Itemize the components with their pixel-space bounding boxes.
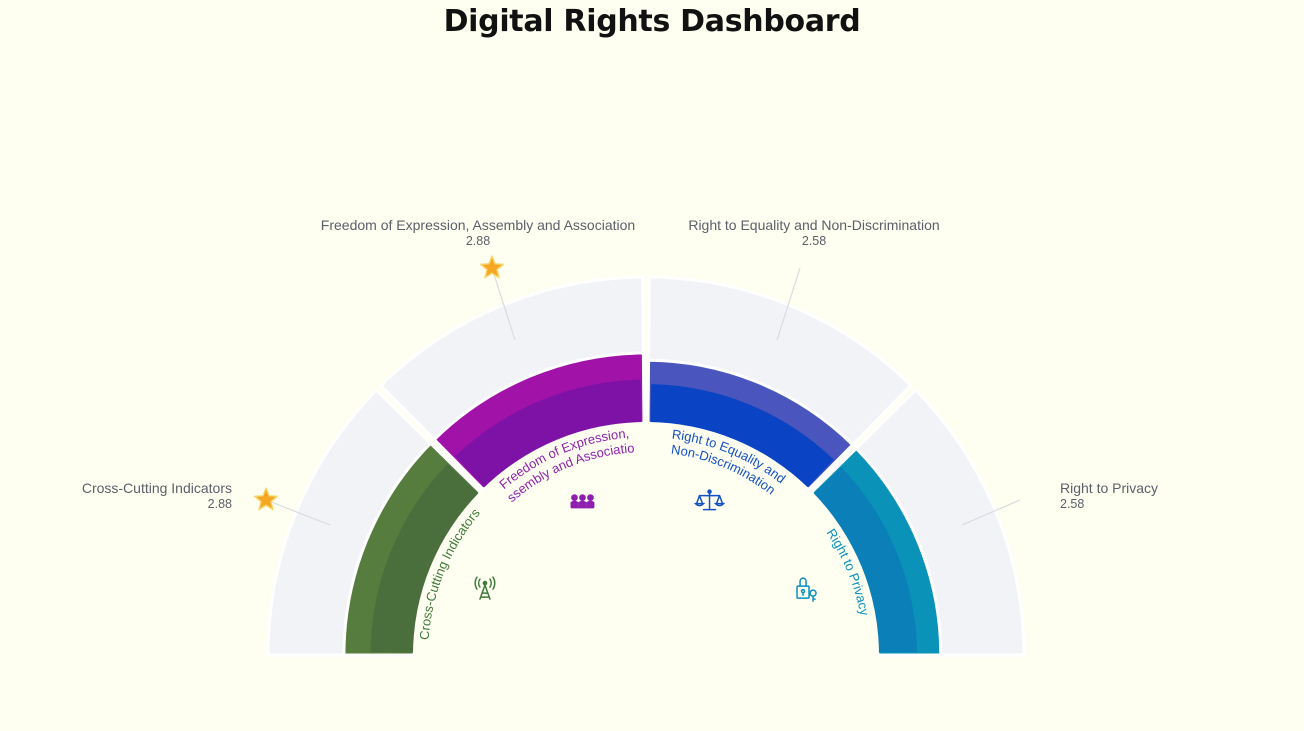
category-name: Right to Privacy: [1060, 480, 1159, 496]
category-name: Cross-Cutting Indicators: [81, 480, 232, 496]
star-marker: [479, 255, 505, 279]
star-marker: [253, 487, 279, 511]
antenna-tower-icon: [474, 576, 496, 600]
category-value: 2.58: [1060, 497, 1085, 511]
category-icons: [474, 489, 817, 602]
value-bar-freedom-of-expression-assembly-and-association[interactable]: [432, 351, 646, 492]
category-value: 2.58: [801, 234, 827, 248]
people-group-icon: [570, 494, 595, 509]
category-name: Right to Equality and Non-Discrimination: [688, 217, 940, 233]
scales-icon: [693, 489, 726, 511]
leader-line-right-to-privacy: [961, 499, 1021, 526]
value-bar-cross-cutting-indicators[interactable]: [342, 441, 483, 657]
value-bar-right-to-equality-and-non-discrimination[interactable]: [646, 358, 855, 492]
outer-label-cross-cutting-indicators: Cross-Cutting Indicators 2.88: [82, 480, 232, 512]
category-value: 2.88: [207, 497, 232, 511]
value-bar-right-to-privacy[interactable]: [809, 446, 943, 657]
value-bars: [342, 351, 943, 657]
leader-line-cross-cutting-indicators: [265, 499, 331, 526]
category-value: 2.88: [465, 234, 491, 248]
outer-label-freedom-of-expression-assembly-and-association: Freedom of Expression, Assembly and Asso…: [321, 217, 635, 249]
outer-label-right-to-equality-and-non-discrimination: Right to Equality and Non-Discrimination…: [688, 217, 939, 249]
star-markers: [253, 255, 505, 511]
page-title: Digital Rights Dashboard: [443, 4, 861, 39]
leader-line-right-to-equality-and-non-discrimination: [776, 267, 801, 341]
leader-line-freedom-of-expression-assembly-and-association: [491, 267, 516, 341]
category-name: Freedom of Expression, Assembly and Asso…: [320, 217, 636, 233]
leader-lines: [265, 267, 1021, 526]
lock-key-icon: [796, 577, 817, 602]
outer-label-right-to-privacy: Right to Privacy 2.58: [1060, 480, 1158, 512]
